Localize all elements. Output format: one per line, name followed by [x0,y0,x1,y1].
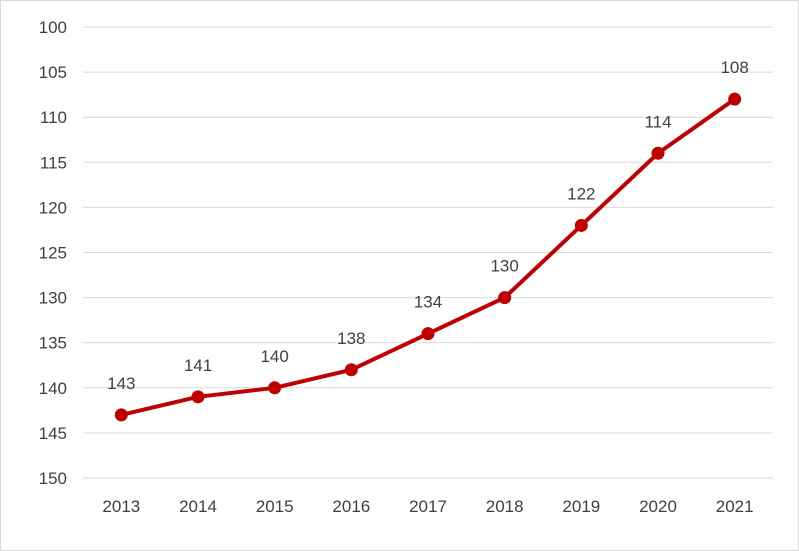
y-tick-label: 110 [40,108,67,127]
data-label: 143 [107,374,135,393]
series-line [119,97,737,417]
data-label: 138 [337,329,365,348]
y-tick-label: 115 [40,153,67,172]
data-point [344,363,358,377]
x-tick-label: 2016 [332,497,370,516]
y-tick-label: 150 [39,469,67,488]
x-tick-label: 2020 [639,497,677,516]
data-label: 141 [184,356,212,375]
x-axis-tick-labels: 2013 2014 2015 2016 2017 2018 2019 2020 2021 [102,497,753,516]
y-tick-label: 100 [39,18,67,37]
data-point [651,146,665,160]
x-tick-label: 2015 [256,497,294,516]
data-point [728,92,742,106]
series-line-layer [119,97,737,417]
data-point [574,218,588,232]
data-label: 134 [414,293,442,312]
x-tick-label: 2014 [179,497,217,516]
y-tick-label: 145 [39,424,67,443]
y-tick-label: 135 [39,334,67,353]
y-axis-tick-labels: 100 105 110 115 120 125 130 135 140 145 150 [39,18,67,488]
data-label: 140 [260,347,288,366]
data-point [268,381,282,395]
data-label: 114 [644,112,671,131]
y-tick-label: 140 [39,379,67,398]
data-point [498,291,512,305]
y-tick-label: 130 [39,289,67,308]
data-point [114,408,128,422]
data-points [114,92,742,422]
data-label: 122 [567,184,595,203]
x-tick-label: 2018 [486,497,524,516]
x-tick-label: 2017 [409,497,447,516]
data-point [191,390,205,404]
x-tick-label: 2019 [562,497,600,516]
data-label: 108 [720,58,748,77]
gridlines [83,26,773,479]
x-tick-label: 2013 [102,497,140,516]
data-label: 130 [490,257,518,276]
y-tick-label: 105 [39,63,67,82]
y-tick-label: 125 [39,244,67,263]
y-tick-label: 120 [39,198,67,217]
data-labels: 143 141 140 138 134 130 122 114 108 [107,58,749,393]
data-point [421,327,435,341]
x-tick-label: 2021 [716,497,754,516]
